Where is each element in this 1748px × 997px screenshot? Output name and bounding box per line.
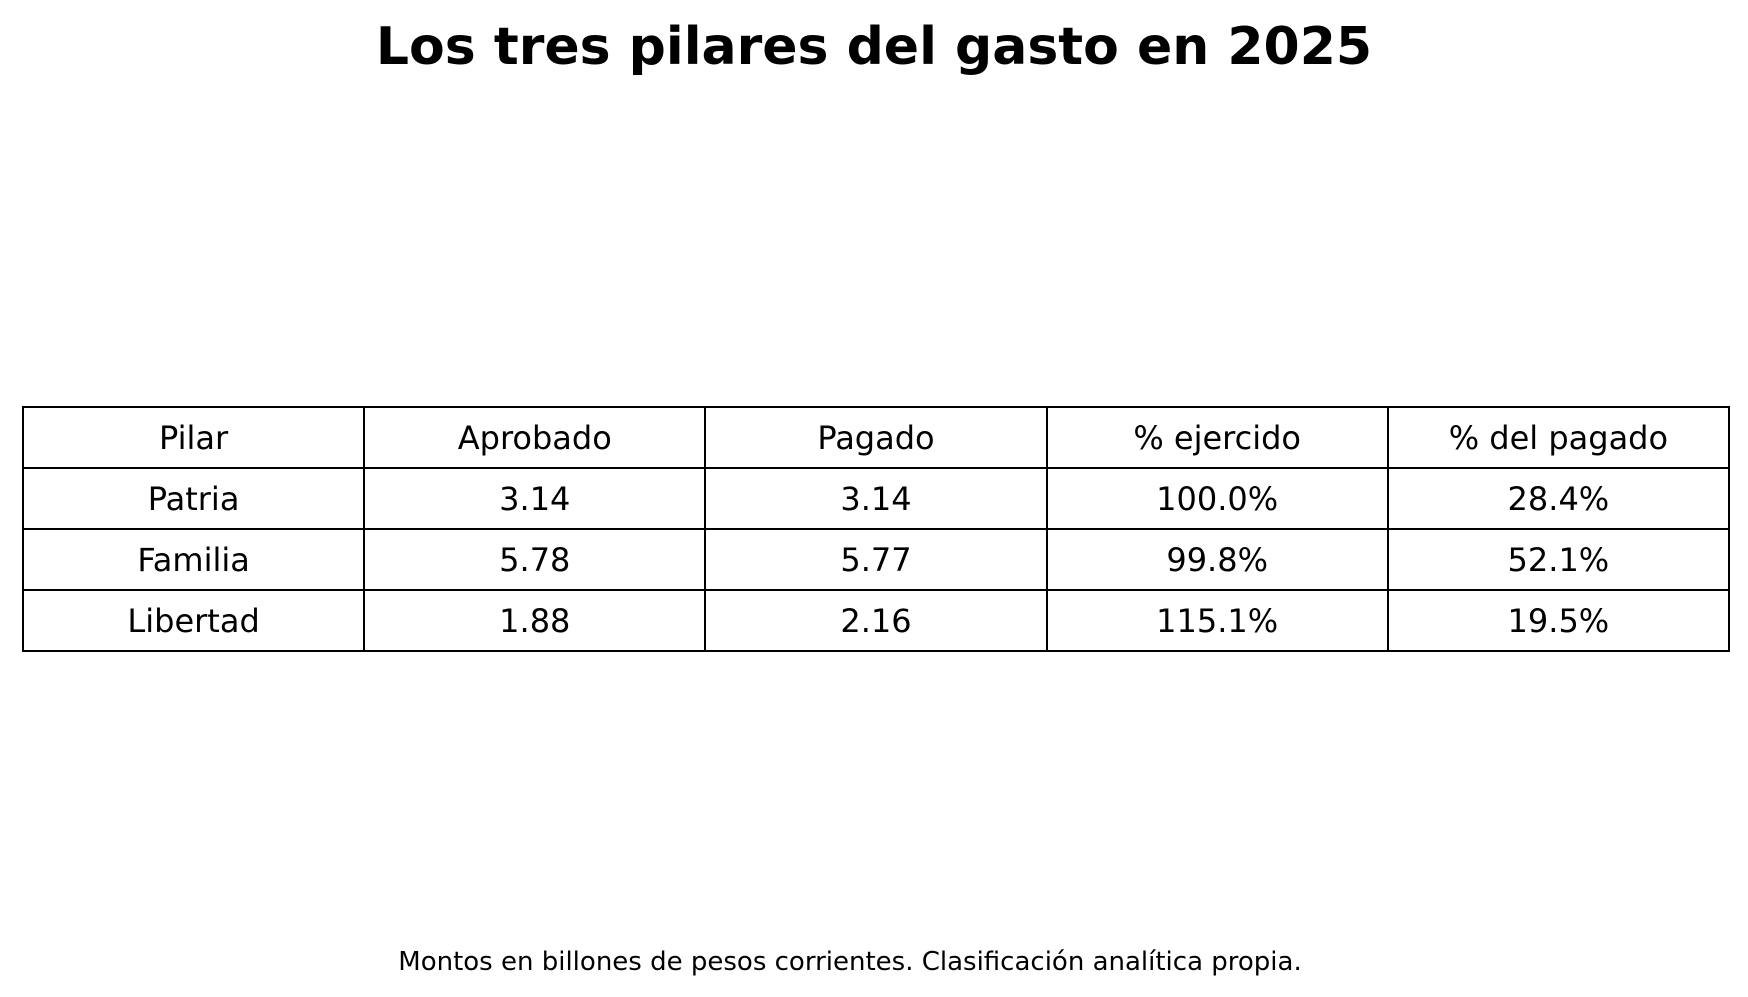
column-header-ejercido: % ejercido xyxy=(1045,406,1389,469)
table-body: Patria 3.14 3.14 100.0% 28.4% Familia 5.… xyxy=(21,467,1731,652)
data-table: Pilar Aprobado Pagado % ejercido % del p… xyxy=(21,406,1731,652)
chart-title: Los tres pilares del gasto en 2025 xyxy=(375,17,1373,77)
table-cell: 1.88 xyxy=(363,589,707,652)
table-row: Patria 3.14 3.14 100.0% 28.4% xyxy=(21,467,1731,530)
table-cell: 19.5% xyxy=(1386,589,1731,652)
column-header-del-pagado: % del pagado xyxy=(1386,406,1731,469)
table-cell: 100.0% xyxy=(1045,467,1389,530)
table-cell: 28.4% xyxy=(1386,467,1731,530)
table-row: Libertad 1.88 2.16 115.1% 19.5% xyxy=(21,589,1731,652)
table-row: Familia 5.78 5.77 99.8% 52.1% xyxy=(21,528,1731,591)
table-cell: 52.1% xyxy=(1386,528,1731,591)
header-row: Pilar Aprobado Pagado % ejercido % del p… xyxy=(21,406,1731,469)
table-cell: 2.16 xyxy=(704,589,1048,652)
footnote: Montos en billones de pesos corrientes. … xyxy=(398,947,1302,977)
table-cell: 5.77 xyxy=(704,528,1048,591)
column-header-aprobado: Aprobado xyxy=(363,406,707,469)
column-header-pilar: Pilar xyxy=(21,406,366,469)
table-cell: 115.1% xyxy=(1045,589,1389,652)
table-cell: 99.8% xyxy=(1045,528,1389,591)
table-cell: 3.14 xyxy=(363,467,707,530)
table-cell: 3.14 xyxy=(704,467,1048,530)
table-header: Pilar Aprobado Pagado % ejercido % del p… xyxy=(21,406,1731,469)
table-cell: Libertad xyxy=(21,589,366,652)
table-cell: 5.78 xyxy=(363,528,707,591)
table-cell: Patria xyxy=(21,467,366,530)
table-cell: Familia xyxy=(21,528,366,591)
column-header-pagado: Pagado xyxy=(704,406,1048,469)
